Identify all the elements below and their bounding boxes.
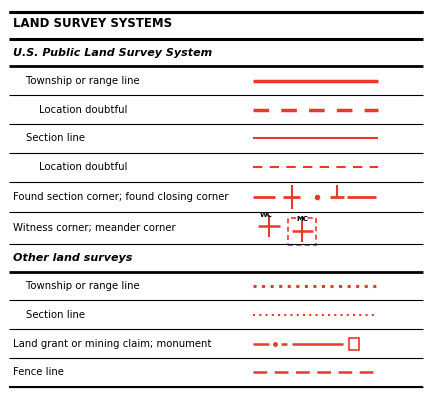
Text: Location doubtful: Location doubtful bbox=[39, 162, 127, 172]
Text: Witness corner; meander corner: Witness corner; meander corner bbox=[13, 223, 175, 233]
Text: WC: WC bbox=[260, 212, 273, 218]
Text: Township or range line: Township or range line bbox=[26, 76, 140, 86]
Bar bbox=[349, 338, 359, 350]
Text: Location doubtful: Location doubtful bbox=[39, 105, 127, 115]
Text: Section line: Section line bbox=[26, 134, 85, 144]
Text: Section line: Section line bbox=[26, 310, 85, 320]
Text: Township or range line: Township or range line bbox=[26, 281, 140, 291]
Text: LAND SURVEY SYSTEMS: LAND SURVEY SYSTEMS bbox=[13, 17, 172, 30]
Text: Found section corner; found closing corner: Found section corner; found closing corn… bbox=[13, 192, 229, 202]
Text: U.S. Public Land Survey System: U.S. Public Land Survey System bbox=[13, 48, 212, 58]
Text: MC: MC bbox=[296, 216, 308, 222]
Bar bbox=[289, 218, 316, 245]
Text: Land grant or mining claim; monument: Land grant or mining claim; monument bbox=[13, 338, 211, 349]
Text: Other land surveys: Other land surveys bbox=[13, 253, 132, 263]
Text: Fence line: Fence line bbox=[13, 367, 64, 378]
